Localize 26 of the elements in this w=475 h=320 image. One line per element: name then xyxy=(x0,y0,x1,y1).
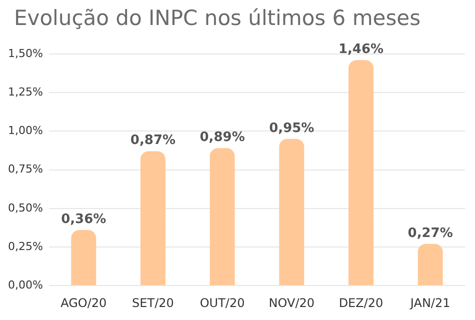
bar xyxy=(210,148,235,286)
data-label: 0,95% xyxy=(269,120,314,136)
y-tick-label: 1,25% xyxy=(8,85,43,98)
x-tick-label: AGO/20 xyxy=(60,296,107,310)
data-label: 0,27% xyxy=(408,226,453,241)
bar xyxy=(418,244,443,286)
x-tick-label: NOV/20 xyxy=(268,296,315,310)
y-tick-label: 1,00% xyxy=(8,124,43,138)
chart-title: Evolução do INPC nos últimos 6 meses xyxy=(14,6,422,32)
bar xyxy=(140,151,166,286)
y-tick-label: 1,50% xyxy=(8,46,43,60)
data-label: 1,46% xyxy=(338,42,384,58)
data-label: 0,36% xyxy=(61,212,106,227)
bar xyxy=(348,60,374,286)
data-label: 0,87% xyxy=(130,133,176,148)
y-tick-label: 0,25% xyxy=(8,240,43,253)
y-tick-label: 0,50% xyxy=(8,201,43,214)
x-tick-label: JAN/21 xyxy=(409,296,450,310)
bar xyxy=(279,138,304,286)
x-tick-label: SET/20 xyxy=(132,296,174,310)
y-tick-label: 0,75% xyxy=(8,162,43,176)
data-label: 0,89% xyxy=(200,130,245,146)
x-tick-label: OUT/20 xyxy=(200,296,245,310)
y-tick-label: 0,00% xyxy=(8,278,43,292)
bar xyxy=(71,230,96,286)
x-tick-label: DEZ/20 xyxy=(338,296,384,310)
